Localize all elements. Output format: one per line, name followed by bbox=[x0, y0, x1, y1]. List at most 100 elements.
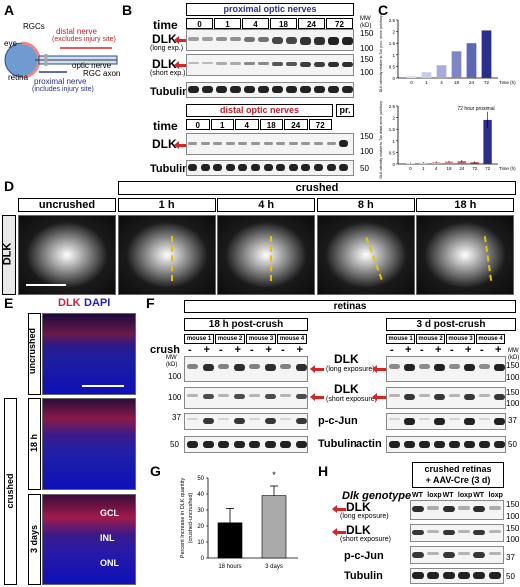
mw-100-f1: 100 bbox=[168, 372, 182, 381]
blot-band bbox=[314, 164, 323, 171]
blot-band bbox=[233, 364, 245, 371]
bar bbox=[261, 495, 287, 559]
mouse-header: mouse 4 bbox=[277, 334, 307, 344]
blot-band bbox=[264, 418, 276, 424]
mw-150-b2: 150 bbox=[360, 55, 374, 64]
h-title-2: + AAV-Cre (3 d) bbox=[425, 475, 491, 485]
blot-band bbox=[258, 62, 269, 66]
blot-band bbox=[389, 418, 400, 420]
blot-band bbox=[244, 86, 255, 93]
panel-label-e: E bbox=[4, 295, 14, 311]
blot-band bbox=[494, 441, 505, 448]
blot-band bbox=[464, 441, 475, 448]
blot-band bbox=[389, 441, 400, 448]
blot-band bbox=[434, 418, 445, 425]
proximal-title: proximal optic nerves bbox=[186, 3, 354, 16]
crush-sign: + bbox=[435, 344, 442, 356]
blot-band bbox=[276, 164, 286, 171]
tubulin-label-prox: Tubulin bbox=[150, 86, 189, 98]
blot-band bbox=[457, 506, 470, 510]
blot-band bbox=[479, 441, 490, 448]
image-3days bbox=[42, 494, 136, 585]
dlk-long-label: DLK bbox=[152, 32, 177, 46]
x-tick-label: 24 bbox=[469, 80, 475, 85]
blot-band bbox=[249, 394, 260, 397]
blot-band bbox=[249, 418, 260, 420]
blot-band bbox=[488, 552, 501, 555]
blot-band bbox=[479, 418, 490, 420]
label-onl: ONL bbox=[100, 558, 119, 568]
time-cell: 72 bbox=[326, 18, 353, 29]
blot-f-tub-left bbox=[184, 436, 308, 453]
arrow-icon bbox=[174, 61, 188, 69]
mw-150-b1: 150 bbox=[360, 29, 374, 38]
h-genotype: Dlk genotype bbox=[342, 490, 412, 502]
blot-band bbox=[342, 62, 353, 67]
x-tick-label: 24 bbox=[459, 166, 465, 171]
blot-band bbox=[301, 164, 311, 171]
crush-sign: + bbox=[265, 344, 272, 356]
blot-band bbox=[280, 364, 291, 369]
blot-band bbox=[233, 418, 245, 424]
bar bbox=[444, 161, 454, 164]
h-long-exp: (long exposure) bbox=[340, 513, 389, 520]
panel-label-d: D bbox=[4, 178, 15, 194]
t18-label: 18 h bbox=[29, 434, 39, 453]
blot-band bbox=[326, 164, 336, 171]
time-cell: 1 bbox=[214, 18, 241, 29]
f-long-exp: (long exposure) bbox=[326, 366, 375, 373]
blot-band bbox=[488, 506, 501, 510]
blot-band bbox=[216, 86, 227, 93]
blot-band bbox=[258, 37, 269, 43]
label-gcl: GCL bbox=[100, 508, 119, 518]
blot-tubulin-prox bbox=[186, 82, 354, 98]
bar bbox=[481, 30, 492, 78]
blot-band bbox=[233, 441, 245, 448]
x-tick-label: 1 bbox=[425, 80, 428, 85]
arrow-icon bbox=[372, 365, 386, 373]
mw-100-f4: 100 bbox=[506, 399, 520, 408]
blot-band bbox=[230, 62, 241, 65]
chart-c-proximal: 0 0.5 1 1.5 2 2.5 0 1 4 18 24 72 Time (h) DLK intensi… bbox=[379, 14, 516, 92]
injury-site-line bbox=[484, 236, 493, 281]
time-cell: 4 bbox=[235, 119, 259, 130]
x-tick-label: 4 bbox=[440, 80, 443, 85]
blot-band bbox=[218, 394, 229, 397]
y-axis-label: (crushed-uncrushed) bbox=[188, 492, 194, 543]
blot-band bbox=[404, 394, 415, 400]
tubulin-label-dist: Tubulin bbox=[150, 163, 189, 175]
arrow-icon bbox=[332, 528, 346, 536]
x-tick-label: 72 bbox=[484, 80, 490, 85]
blot-band bbox=[202, 441, 214, 448]
bar bbox=[436, 65, 447, 78]
panel-label-c: C bbox=[378, 2, 389, 18]
t3d-box bbox=[28, 494, 41, 585]
bar bbox=[217, 522, 243, 559]
mouse-header: mouse 3 bbox=[446, 334, 475, 344]
blot-band bbox=[216, 37, 227, 42]
crush-sign: + bbox=[234, 344, 241, 356]
panel-label-f: F bbox=[146, 295, 155, 311]
blot-band bbox=[286, 86, 297, 93]
blot-band bbox=[300, 86, 311, 93]
dlk-short-exp: (short exp.) bbox=[150, 70, 186, 77]
mw-label-f2: MW (kD) bbox=[508, 348, 520, 361]
genotype-label: WT bbox=[412, 492, 423, 499]
blot-band bbox=[479, 394, 490, 397]
blot-band bbox=[473, 572, 486, 579]
mouse-header: mouse 2 bbox=[416, 334, 445, 344]
mw-37-f1: 37 bbox=[172, 413, 181, 422]
blot-band bbox=[216, 62, 227, 65]
column-header: uncrushed bbox=[18, 198, 116, 212]
blot-band bbox=[328, 86, 339, 93]
blot-band bbox=[202, 418, 214, 424]
blot-band bbox=[264, 394, 276, 399]
image-uncrushed bbox=[42, 313, 136, 395]
blot-band bbox=[200, 142, 210, 145]
mw-100-f3: 100 bbox=[168, 393, 182, 402]
h-dlk-short: DLK bbox=[346, 523, 371, 537]
genotype-label: WT bbox=[442, 492, 454, 499]
panel-label-a: A bbox=[4, 2, 15, 18]
blot-band bbox=[404, 364, 415, 371]
blot-band bbox=[288, 164, 298, 171]
